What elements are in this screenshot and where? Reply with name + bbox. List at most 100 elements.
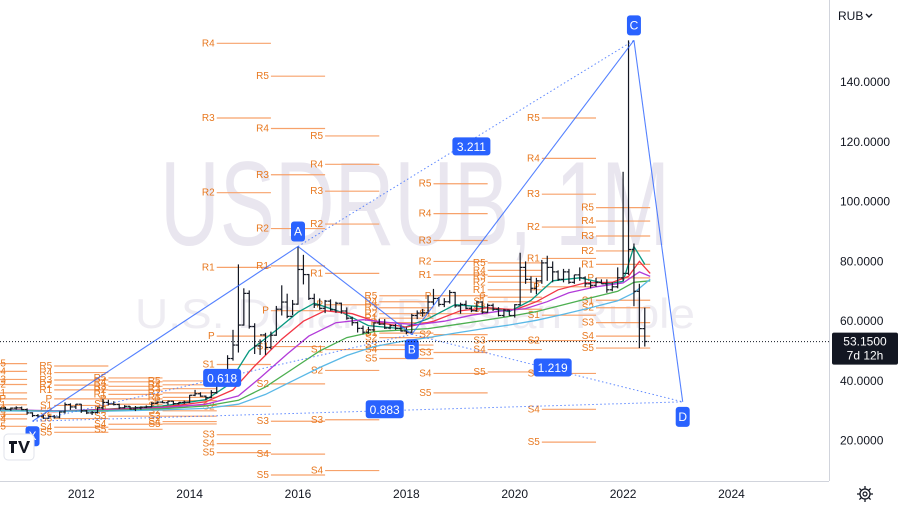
pattern-ratio-box	[533, 358, 572, 377]
candle	[598, 279, 604, 285]
pivot-level-label: R1	[581, 259, 594, 270]
pivot-level-label: R4	[202, 38, 215, 49]
pattern-point-c[interactable]: C	[626, 15, 641, 36]
pattern-point-label: A	[294, 224, 302, 238]
pivot-level-label: S5	[94, 424, 107, 435]
pivot-level-label: R3	[581, 231, 594, 242]
candle	[458, 302, 464, 314]
candle	[360, 325, 366, 335]
price-tick-label: 120.0000	[840, 135, 890, 149]
pivot-level-label: S1	[40, 400, 53, 411]
pivot-level-label: S3	[94, 411, 107, 422]
pattern-leg-bc	[411, 40, 635, 335]
candle	[105, 399, 111, 406]
pivot-level-label: S5	[0, 421, 6, 432]
candle	[13, 406, 19, 410]
pivot-level-label: R5	[473, 258, 486, 269]
candle	[539, 259, 545, 284]
pivot-level-label: S1	[311, 345, 324, 356]
pattern-ratio-line	[32, 401, 683, 422]
candle	[349, 316, 355, 326]
candle	[95, 407, 101, 414]
candle	[430, 288, 436, 306]
candle	[67, 403, 73, 410]
candle	[317, 298, 323, 310]
candle	[420, 308, 426, 317]
chart-settings-gear-icon[interactable]	[857, 486, 873, 502]
candle	[284, 293, 290, 319]
candle	[452, 291, 458, 308]
pivot-level-label: R3	[0, 374, 6, 385]
candle	[328, 299, 334, 311]
candle	[311, 293, 317, 309]
candle	[571, 274, 577, 284]
candle	[371, 322, 377, 332]
pivot-level-label: S2	[202, 401, 215, 412]
pivot-level-label: S4	[257, 449, 270, 460]
pivot-level-label: R4	[419, 209, 432, 220]
pivot-level-label: S3	[365, 340, 378, 351]
pivot-level-label: R4	[256, 123, 269, 134]
pivot-level-label: R2	[0, 380, 6, 391]
candle	[382, 319, 388, 329]
pattern-point-badge	[626, 15, 641, 36]
pivot-level-label: S4	[0, 414, 6, 425]
pattern-ratio-badge[interactable]: 0.883	[365, 400, 404, 419]
pivot-level-label: R1	[364, 313, 377, 324]
pivot-level-label: S5	[257, 470, 270, 481]
tradingview-logo[interactable]	[3, 433, 35, 461]
candle	[73, 403, 79, 409]
candle	[517, 252, 523, 306]
candle	[512, 304, 518, 318]
pattern-ratio-box	[452, 137, 491, 156]
pivot-level-label: S2	[311, 365, 324, 376]
pattern-point-d[interactable]: D	[675, 406, 690, 427]
pattern-point-a[interactable]: A	[291, 221, 306, 242]
candle	[620, 171, 626, 281]
candle	[84, 409, 90, 415]
pivot-level-label: R1	[419, 270, 432, 281]
pattern-ratio-badge[interactable]: 1.219	[533, 358, 572, 377]
price-axis-panel[interactable]	[829, 0, 900, 510]
pattern-point-b[interactable]: B	[404, 339, 419, 360]
candle	[593, 277, 599, 287]
candle	[474, 301, 480, 312]
pattern-ratio-badge[interactable]: 0.618	[203, 368, 242, 387]
currency-selector[interactable]: RUB	[838, 9, 873, 23]
candle	[127, 405, 133, 410]
pivot-level-label: P	[479, 292, 486, 303]
candle	[523, 261, 529, 284]
pattern-ratio-badge[interactable]: 3.211	[452, 137, 491, 156]
candle	[116, 403, 122, 409]
bar-countdown: 7d 12h	[847, 349, 884, 363]
candle	[160, 400, 166, 404]
pivot-level-label: S2	[257, 379, 270, 390]
pivot-level-label: S2	[473, 304, 486, 315]
pivot-level-label: R4	[310, 159, 323, 170]
time-axis-ticks[interactable]: 2012 2014 2016 2018 2020 2022 2024	[68, 487, 745, 501]
candle	[78, 403, 84, 413]
pivot-level-label: R5	[581, 203, 594, 214]
pivot-level-label: R2	[94, 385, 107, 396]
time-tick-label: 2018	[393, 487, 420, 501]
moving-averages-layer	[0, 244, 651, 413]
chevron-down-icon	[865, 13, 873, 18]
candle	[550, 261, 556, 283]
candle	[544, 255, 550, 281]
pivot-level-label: S4	[94, 419, 107, 430]
pivot-level-label: R4	[0, 366, 6, 377]
pivot-level-label: S1	[419, 309, 432, 320]
pivot-level-label: S5	[419, 388, 432, 399]
pivot-level-label: S3	[40, 414, 53, 425]
pivot-level-label: S2	[528, 336, 541, 347]
pivot-level-label: R2	[419, 256, 432, 267]
candle	[376, 318, 382, 326]
pivot-level-label: R5	[419, 179, 432, 190]
price-tick-label: 40.0000	[840, 374, 884, 388]
pattern-leg-xa	[32, 246, 299, 422]
current-price-value: 53.1500	[843, 335, 887, 349]
candle	[62, 402, 68, 414]
pivot-level-label: S5	[528, 437, 541, 448]
